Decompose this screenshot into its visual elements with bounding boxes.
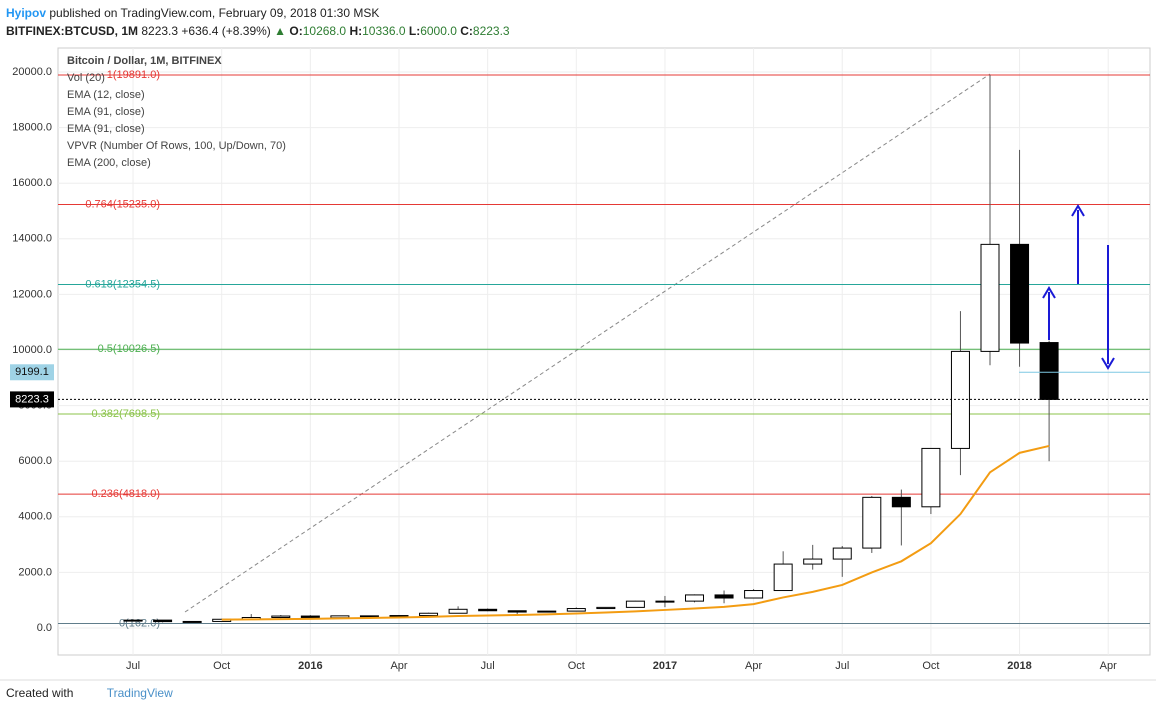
l-value: 6000.0 [420, 24, 457, 38]
y-tick-label: 4000.0 [18, 511, 52, 523]
fib-label: 0.764(15235.0) [85, 198, 160, 210]
candle-body [271, 615, 291, 618]
l-label: L: [408, 24, 421, 38]
legend-title: Bitcoin / Dollar, 1M, BITFINEX [67, 55, 222, 67]
legend-entry: EMA (91, close) [67, 106, 145, 118]
candle-body [862, 496, 882, 549]
x-tick-label: 2016 [298, 660, 322, 672]
x-tick-label: Apr [390, 660, 407, 672]
candle-body [448, 608, 468, 614]
y-tick-label: 20000.0 [12, 66, 52, 78]
h-label: H: [349, 24, 363, 38]
candle-body [359, 615, 379, 618]
candle-body [537, 610, 557, 613]
brand[interactable]: TradingView [106, 686, 173, 700]
candle-body [832, 547, 852, 560]
legend-entry: Vol (20) [67, 72, 105, 84]
arrows [1042, 204, 1115, 370]
candle-body [803, 558, 823, 565]
candle-body [773, 563, 793, 592]
y-tick-label: 2000.0 [18, 566, 52, 578]
last: 8223.3 [141, 24, 179, 38]
candle-body [507, 610, 527, 613]
y-tick-label: 10000.0 [12, 344, 52, 356]
candle-body [950, 350, 970, 449]
x-tick-label: Apr [745, 660, 762, 672]
x-tick-label: Jul [126, 660, 140, 672]
candle-body [182, 620, 202, 623]
candle-body [625, 600, 645, 608]
y-tick-label: 12000.0 [12, 288, 52, 300]
x-tick-label: Oct [922, 660, 939, 672]
c-value: 8223.3 [472, 24, 510, 38]
legend-entry: EMA (91, close) [67, 123, 145, 135]
price-tag-label: 8223.3 [15, 393, 49, 405]
candle-body [478, 608, 498, 612]
o-label: O: [289, 24, 303, 38]
candle-body [1039, 342, 1059, 400]
candle-body [300, 615, 320, 619]
candle-body [714, 594, 734, 599]
author[interactable]: Hyipov [6, 6, 47, 20]
price-tag [10, 364, 54, 381]
candle-body [566, 608, 586, 612]
fib-label: 0.5(10026.5) [98, 343, 160, 355]
y-tick-label: 16000.0 [12, 177, 52, 189]
x-tick-label: Oct [568, 660, 585, 672]
header: Hyipov published on TradingView.com, Feb… [6, 4, 510, 40]
candle-body [891, 496, 911, 508]
symbol: BITFINEX:BTCUSD, 1M [6, 24, 138, 38]
trend-line [184, 73, 991, 613]
legend-entry: EMA (12, close) [67, 89, 145, 101]
fib-label: 0.382(7698.5) [92, 408, 161, 420]
price-tag [10, 391, 54, 408]
fib-label: 0(162.0) [119, 617, 160, 629]
publish-line: Hyipov published on TradingView.com, Feb… [6, 4, 510, 22]
candle-body [123, 619, 143, 622]
x-tick-label: 2017 [653, 660, 677, 672]
candle-body [1010, 243, 1030, 344]
candle-body [685, 594, 704, 602]
arrow-up: ▲ [274, 24, 287, 38]
x-tick-label: Jul [481, 660, 495, 672]
candle-body [153, 619, 173, 623]
legend-entry: VPVR (Number Of Rows, 100, Up/Down, 70) [67, 140, 286, 152]
arrow-head [1042, 286, 1056, 299]
c-label: C: [460, 24, 473, 38]
x-tick-label: Oct [213, 660, 230, 672]
arrow-head [1101, 357, 1115, 370]
ema-line [221, 444, 1050, 621]
published: published on TradingView.com, February 0… [49, 6, 380, 20]
price-tag-label: 9199.1 [15, 366, 49, 378]
fib-label: 1(19891.0) [107, 69, 160, 81]
candle-body [596, 606, 616, 610]
y-tick-label: 18000.0 [12, 122, 52, 134]
candle-body [744, 590, 764, 599]
x-tick-label: Jul [835, 660, 849, 672]
candle-body [419, 612, 439, 617]
fib-label: 0.618(12354.5) [85, 278, 160, 290]
x-tick-label: 2018 [1007, 660, 1031, 672]
fib-label: 0.236(4818.0) [92, 488, 161, 500]
h-value: 10336.0 [362, 24, 406, 38]
change: +636.4 (+8.39%) [181, 24, 271, 38]
x-tick-label: Apr [1100, 660, 1117, 672]
quote-line: BITFINEX:BTCUSD, 1M 8223.3 +636.4 (+8.39… [6, 22, 510, 40]
candle-body [980, 243, 1000, 352]
arrow-head [1071, 204, 1085, 217]
y-tick-label: 0.0 [37, 622, 52, 634]
candle-body [655, 600, 675, 603]
candle-body [921, 447, 941, 508]
created: Created with [6, 686, 74, 700]
footer: Created with TradingView [6, 686, 173, 700]
o-value: 10268.0 [302, 24, 347, 38]
y-tick-label: 14000.0 [12, 233, 52, 245]
y-tick-label: 6000.0 [18, 455, 52, 467]
legend-entry: EMA (200, close) [67, 157, 151, 169]
